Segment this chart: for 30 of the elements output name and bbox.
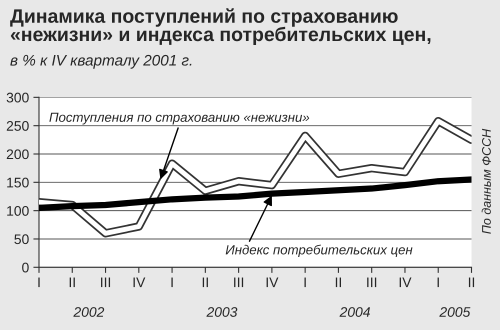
text: По данным ФССН	[482, 128, 491, 234]
x-tick-label: IV	[134, 278, 146, 288]
text: 2005	[439, 307, 470, 317]
x-tick-label: I	[38, 278, 40, 288]
x-tick-label: II	[202, 278, 208, 288]
text: 2003	[206, 307, 238, 317]
y-tick-label: 100	[7, 206, 29, 216]
x-tick-label: III	[367, 278, 376, 288]
y-tick-label: 250	[6, 121, 29, 131]
x-tick-label: I	[304, 278, 306, 288]
text: Индекс потребительских цен	[226, 244, 412, 258]
x-tick-label: II	[336, 278, 341, 288]
chart-title: Динамика поступлений по страхованию «нежизни» и индекса потребительских цен,	[10, 8, 430, 46]
y-tick-label: 300	[6, 92, 29, 103]
text: 2002	[73, 307, 104, 317]
x-tick-label: IV	[266, 278, 278, 288]
y-tick-label: 50	[14, 234, 29, 244]
x-tick-label: I	[438, 278, 439, 288]
y-tick-label: 150	[7, 178, 29, 188]
y-tick-label: 200	[6, 149, 29, 160]
series-label: Поступления по страхованию «нежизни»	[49, 112, 310, 125]
chart-subtitle: в % к IV кварталу 2001 г.	[10, 54, 192, 69]
x-tick-label: III	[101, 278, 110, 288]
x-tick-label: II	[70, 278, 75, 288]
text: 2004	[340, 307, 370, 317]
x-tick-label: IV	[400, 278, 412, 288]
x-tick-label: III	[234, 278, 244, 288]
y-tick-label: 0	[22, 262, 29, 272]
x-tick-label: II	[468, 278, 474, 288]
x-tick-label: I	[171, 278, 173, 288]
